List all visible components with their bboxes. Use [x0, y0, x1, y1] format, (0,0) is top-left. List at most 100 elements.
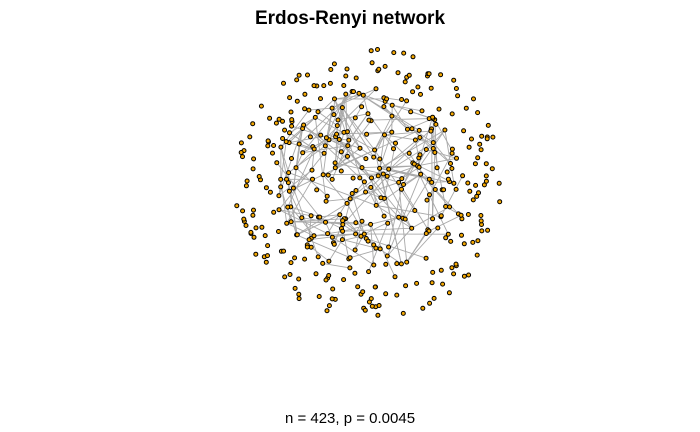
node: [436, 106, 442, 112]
edge: [328, 139, 348, 147]
node: [243, 223, 249, 228]
node: [416, 127, 422, 133]
edge: [403, 162, 414, 185]
node: [309, 167, 315, 173]
node: [386, 166, 392, 172]
node: [396, 214, 402, 220]
node: [465, 212, 471, 217]
node: [484, 136, 490, 142]
node: [326, 273, 332, 278]
node: [325, 172, 331, 178]
node: [497, 199, 503, 205]
node: [445, 231, 451, 237]
edge: [417, 149, 427, 167]
node: [394, 261, 400, 267]
node: [341, 83, 347, 88]
node: [238, 150, 244, 155]
node: [396, 179, 402, 185]
node: [323, 135, 329, 141]
node: [360, 289, 366, 295]
node: [282, 127, 288, 133]
node: [365, 238, 371, 244]
edge: [366, 131, 392, 135]
edge: [308, 215, 312, 240]
edge: [322, 262, 350, 269]
edge: [288, 98, 335, 143]
edge: [288, 172, 377, 206]
node: [445, 176, 451, 182]
node: [329, 105, 335, 111]
node: [479, 133, 485, 139]
node: [485, 122, 491, 128]
node: [302, 106, 308, 112]
node: [305, 72, 310, 78]
edge: [364, 216, 399, 235]
node: [328, 67, 334, 72]
edge: [342, 175, 388, 225]
node: [335, 117, 341, 123]
node: [361, 179, 367, 185]
node: [324, 193, 330, 199]
edge: [432, 152, 436, 219]
edge: [308, 107, 333, 111]
node: [281, 248, 287, 254]
node: [293, 165, 299, 171]
node-layer: [234, 47, 503, 318]
node: [417, 152, 423, 158]
node: [321, 150, 327, 156]
node: [372, 147, 378, 153]
node: [278, 184, 284, 190]
node: [340, 218, 346, 224]
node: [320, 172, 326, 178]
node: [313, 271, 319, 277]
node: [463, 105, 469, 111]
node: [356, 90, 362, 96]
node: [368, 221, 374, 227]
edge: [338, 139, 372, 179]
node: [308, 213, 314, 219]
node: [469, 136, 474, 142]
node: [383, 291, 389, 297]
node: [451, 271, 457, 277]
edge: [296, 234, 351, 259]
node: [355, 284, 361, 290]
node: [404, 259, 410, 265]
edge: [342, 227, 412, 232]
node: [369, 60, 375, 66]
node: [301, 122, 307, 128]
node: [324, 308, 330, 314]
edge: [348, 113, 369, 141]
node: [483, 173, 489, 179]
node: [286, 170, 292, 176]
node: [244, 178, 250, 184]
edge: [314, 117, 327, 202]
edge: [374, 129, 420, 151]
node: [483, 178, 489, 184]
node: [461, 128, 467, 134]
node: [430, 269, 436, 275]
node: [339, 105, 345, 111]
node: [426, 71, 432, 77]
node: [477, 141, 483, 147]
edge: [317, 111, 338, 126]
node: [267, 115, 273, 121]
node: [381, 213, 387, 219]
node: [467, 188, 473, 194]
node: [446, 290, 452, 296]
node: [496, 180, 502, 186]
node: [384, 173, 390, 179]
node: [334, 131, 340, 137]
node: [448, 238, 454, 244]
node: [344, 200, 350, 206]
node: [253, 225, 259, 231]
node: [265, 143, 271, 149]
node: [406, 72, 412, 78]
node: [432, 150, 438, 155]
node: [427, 192, 432, 198]
node: [311, 146, 317, 152]
node: [352, 247, 358, 253]
node: [345, 153, 350, 159]
node: [265, 253, 270, 259]
node: [391, 50, 397, 56]
node: [365, 111, 371, 117]
